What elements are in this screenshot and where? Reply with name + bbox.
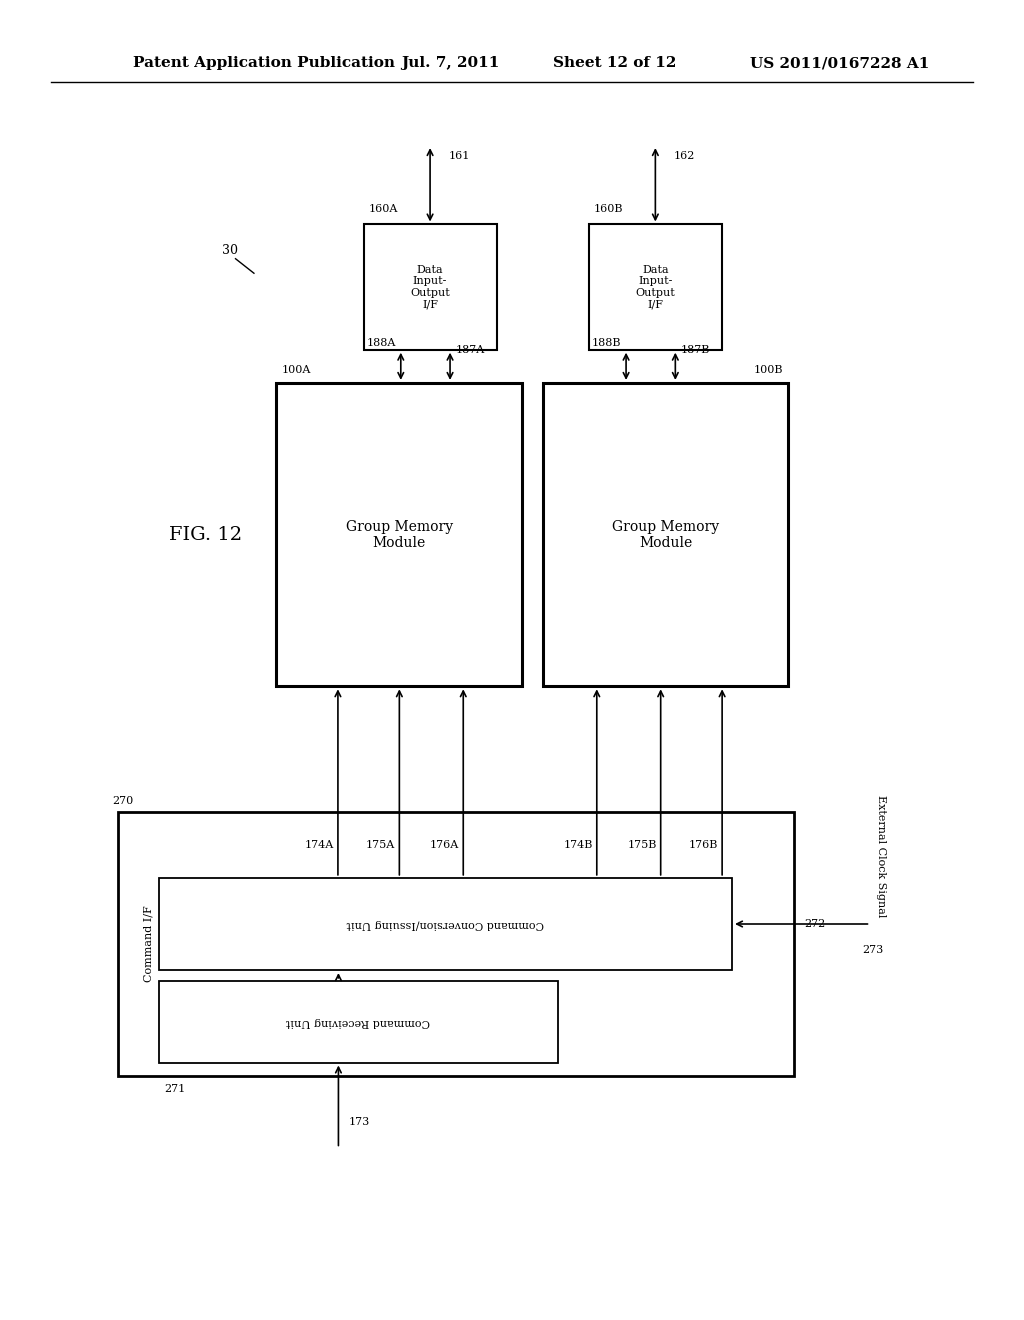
Text: 271: 271 <box>164 1084 185 1094</box>
Text: 176B: 176B <box>689 840 718 850</box>
Text: Group Memory
Module: Group Memory Module <box>346 520 453 549</box>
FancyBboxPatch shape <box>159 878 732 970</box>
Text: Group Memory
Module: Group Memory Module <box>612 520 719 549</box>
Text: Data
Input-
Output
I/F: Data Input- Output I/F <box>411 265 450 309</box>
Text: Jul. 7, 2011: Jul. 7, 2011 <box>401 57 500 70</box>
Text: 175B: 175B <box>628 840 656 850</box>
Text: Data
Input-
Output
I/F: Data Input- Output I/F <box>636 265 675 309</box>
Text: 30: 30 <box>222 244 239 257</box>
Text: 174B: 174B <box>563 840 593 850</box>
Text: 188B: 188B <box>592 338 621 348</box>
Text: 100A: 100A <box>282 364 311 375</box>
Text: US 2011/0167228 A1: US 2011/0167228 A1 <box>750 57 930 70</box>
Text: Command Receiving Unit: Command Receiving Unit <box>287 1016 430 1027</box>
Text: 175A: 175A <box>366 840 395 850</box>
Text: Sheet 12 of 12: Sheet 12 of 12 <box>553 57 676 70</box>
Text: 173: 173 <box>348 1117 370 1127</box>
Text: External Clock Signal: External Clock Signal <box>876 795 886 917</box>
Text: 161: 161 <box>449 150 470 161</box>
Text: 270: 270 <box>113 796 134 807</box>
Text: Command I/F: Command I/F <box>143 906 154 982</box>
Text: 273: 273 <box>862 945 884 956</box>
Text: 160B: 160B <box>594 203 624 214</box>
FancyBboxPatch shape <box>159 981 558 1063</box>
Text: 187B: 187B <box>680 345 710 355</box>
Text: Patent Application Publication: Patent Application Publication <box>133 57 395 70</box>
FancyBboxPatch shape <box>364 224 497 350</box>
Text: 188A: 188A <box>367 338 395 348</box>
FancyBboxPatch shape <box>276 383 522 686</box>
Text: 174A: 174A <box>304 840 334 850</box>
Text: FIG. 12: FIG. 12 <box>169 525 242 544</box>
Text: Command Conversion/Issuing Unit: Command Conversion/Issuing Unit <box>347 919 544 929</box>
Text: 100B: 100B <box>754 364 783 375</box>
Text: 162: 162 <box>674 150 695 161</box>
FancyBboxPatch shape <box>118 812 794 1076</box>
Text: 160A: 160A <box>369 203 398 214</box>
Text: 176A: 176A <box>430 840 459 850</box>
FancyBboxPatch shape <box>543 383 788 686</box>
Text: 187A: 187A <box>455 345 484 355</box>
FancyBboxPatch shape <box>589 224 722 350</box>
Text: 272: 272 <box>804 919 825 929</box>
